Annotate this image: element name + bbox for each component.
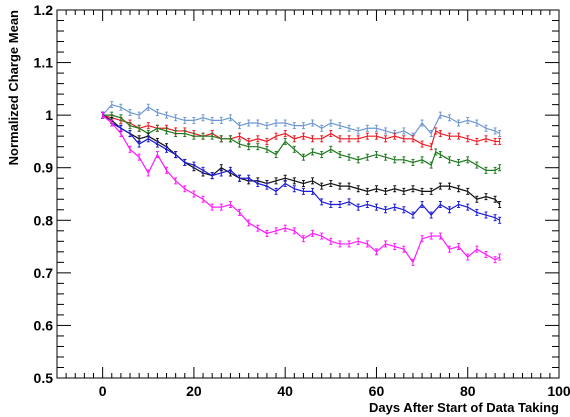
y-tick-label: 0.8: [34, 212, 54, 228]
series-line: [102, 114, 500, 148]
y-tick-label: 1: [45, 107, 53, 123]
series-4: [101, 111, 502, 209]
y-tick-label: 0.7: [34, 265, 54, 281]
series-6: [101, 111, 502, 266]
y-tick-label: 0.6: [34, 317, 54, 333]
x-tick-label: 60: [369, 383, 385, 399]
y-tick-label: 1.2: [34, 2, 54, 18]
x-tick-label: 40: [277, 383, 293, 399]
series-layer: [101, 101, 502, 266]
x-axis-title: Days After Start of Data Taking: [369, 400, 559, 415]
y-tick-label: 1.1: [34, 55, 54, 71]
axis-ticks: [56, 9, 560, 379]
series-line: [102, 114, 500, 171]
series-1: [101, 101, 502, 140]
series-5: [101, 111, 502, 224]
x-tick-label: 20: [186, 383, 202, 399]
plot-frame: [56, 9, 560, 379]
y-tick-label: 0.9: [34, 160, 54, 176]
y-axis-title: Normalized Charge Mean: [6, 10, 21, 165]
x-tick-label: 100: [547, 383, 570, 399]
x-tick-label: 0: [99, 383, 107, 399]
y-tick-label: 0.5: [34, 370, 54, 386]
x-tick-label: 80: [460, 383, 476, 399]
tick-labels: 0 20 40 60 80 100 0.5 0.6 0.7 0.8 0.9 1 1.1 1.2: [34, 2, 570, 399]
series-3: [101, 111, 502, 174]
